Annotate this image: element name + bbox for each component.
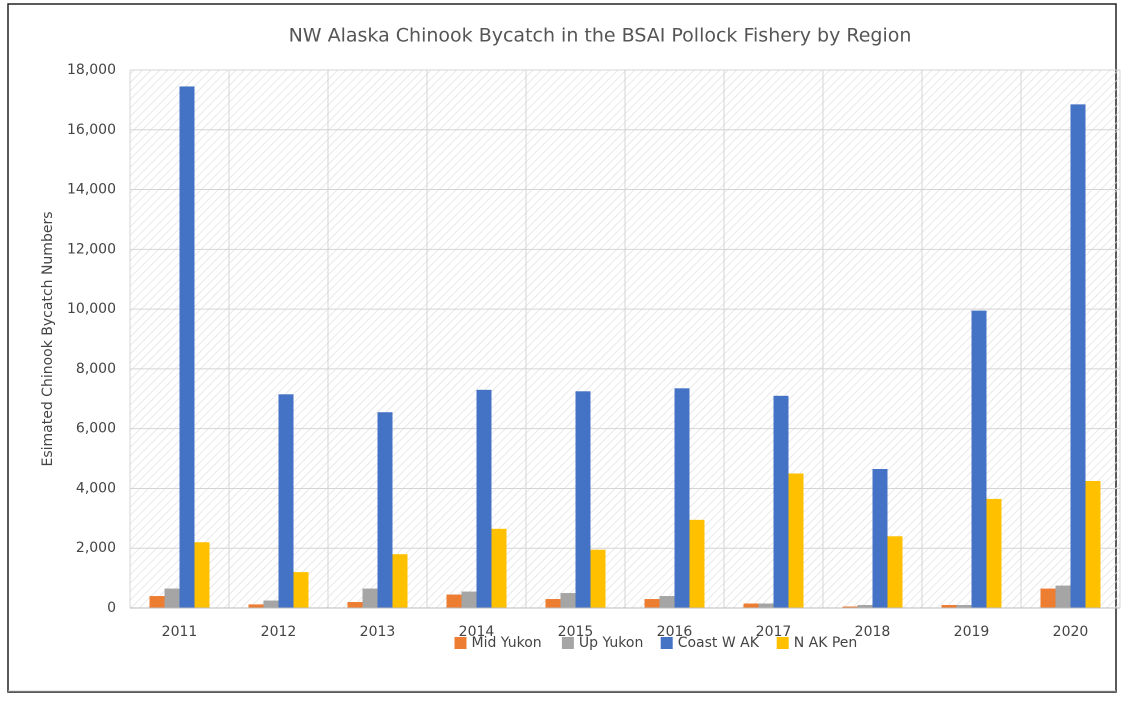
bar [377,412,393,608]
bar [392,554,408,608]
x-tick-label: 2013 [360,624,396,640]
y-tick-label: 2,000 [76,540,116,556]
y-axis-title: Esimated Chinook Bycatch Numbers [40,212,56,467]
bar [689,519,705,608]
bar [674,388,690,608]
legend-swatch [776,637,789,649]
bar [560,593,576,608]
bar [278,394,294,608]
bar [857,605,873,608]
bar [575,391,591,608]
bar [788,473,804,608]
bar [545,599,561,608]
bar [956,605,972,608]
bar [941,605,957,608]
legend-label: Coast W AK [678,635,760,651]
y-tick-label: 12,000 [67,241,116,257]
bar [872,469,888,608]
bar [659,596,675,608]
bar [248,604,264,608]
legend-label: Mid Yukon [472,635,542,651]
bar [1085,480,1101,608]
bar [842,606,858,608]
bar [293,572,309,608]
bar [971,310,987,608]
x-tick-label: 2015 [558,624,594,640]
y-tick-label: 16,000 [67,122,116,138]
bar [773,395,789,608]
bar [743,603,759,608]
x-tick-label: 2017 [756,624,792,640]
bar [986,498,1002,608]
bar [590,549,606,608]
y-tick-label: 6,000 [76,421,116,437]
bar [179,86,195,608]
bar [194,542,210,608]
legend-swatch [561,637,574,649]
bar [347,602,363,608]
bar [362,588,378,608]
bar [644,599,660,608]
x-tick-label: 2012 [261,624,297,640]
chart-title: NW Alaska Chinook Bycatch in the BSAI Po… [289,25,912,47]
bar [887,536,903,608]
legend-label: N AK Pen [794,635,858,651]
x-tick-label: 2011 [162,624,198,640]
x-tick-label: 2016 [657,624,693,640]
bar [476,389,492,608]
bar [1070,104,1086,608]
legend-label: Up Yukon [579,635,643,651]
y-tick-label: 10,000 [67,301,116,317]
y-tick-label: 0 [107,600,116,616]
y-tick-label: 4,000 [76,480,116,496]
x-tick-label: 2020 [1053,624,1089,640]
bar [263,600,279,608]
x-tick-label: 2019 [954,624,990,640]
bar [164,588,180,608]
legend-swatch [454,637,467,649]
x-tick-label: 2014 [459,624,495,640]
y-tick-label: 18,000 [67,62,116,78]
bar [491,528,507,608]
bar [446,594,462,608]
bar [1040,588,1056,608]
bar [1055,585,1071,608]
bar [758,603,774,608]
bar [461,591,477,608]
legend-swatch [660,637,673,649]
y-tick-label: 8,000 [76,361,116,377]
x-tick-label: 2018 [855,624,891,640]
y-tick-label: 14,000 [67,182,116,198]
bar [149,596,165,608]
